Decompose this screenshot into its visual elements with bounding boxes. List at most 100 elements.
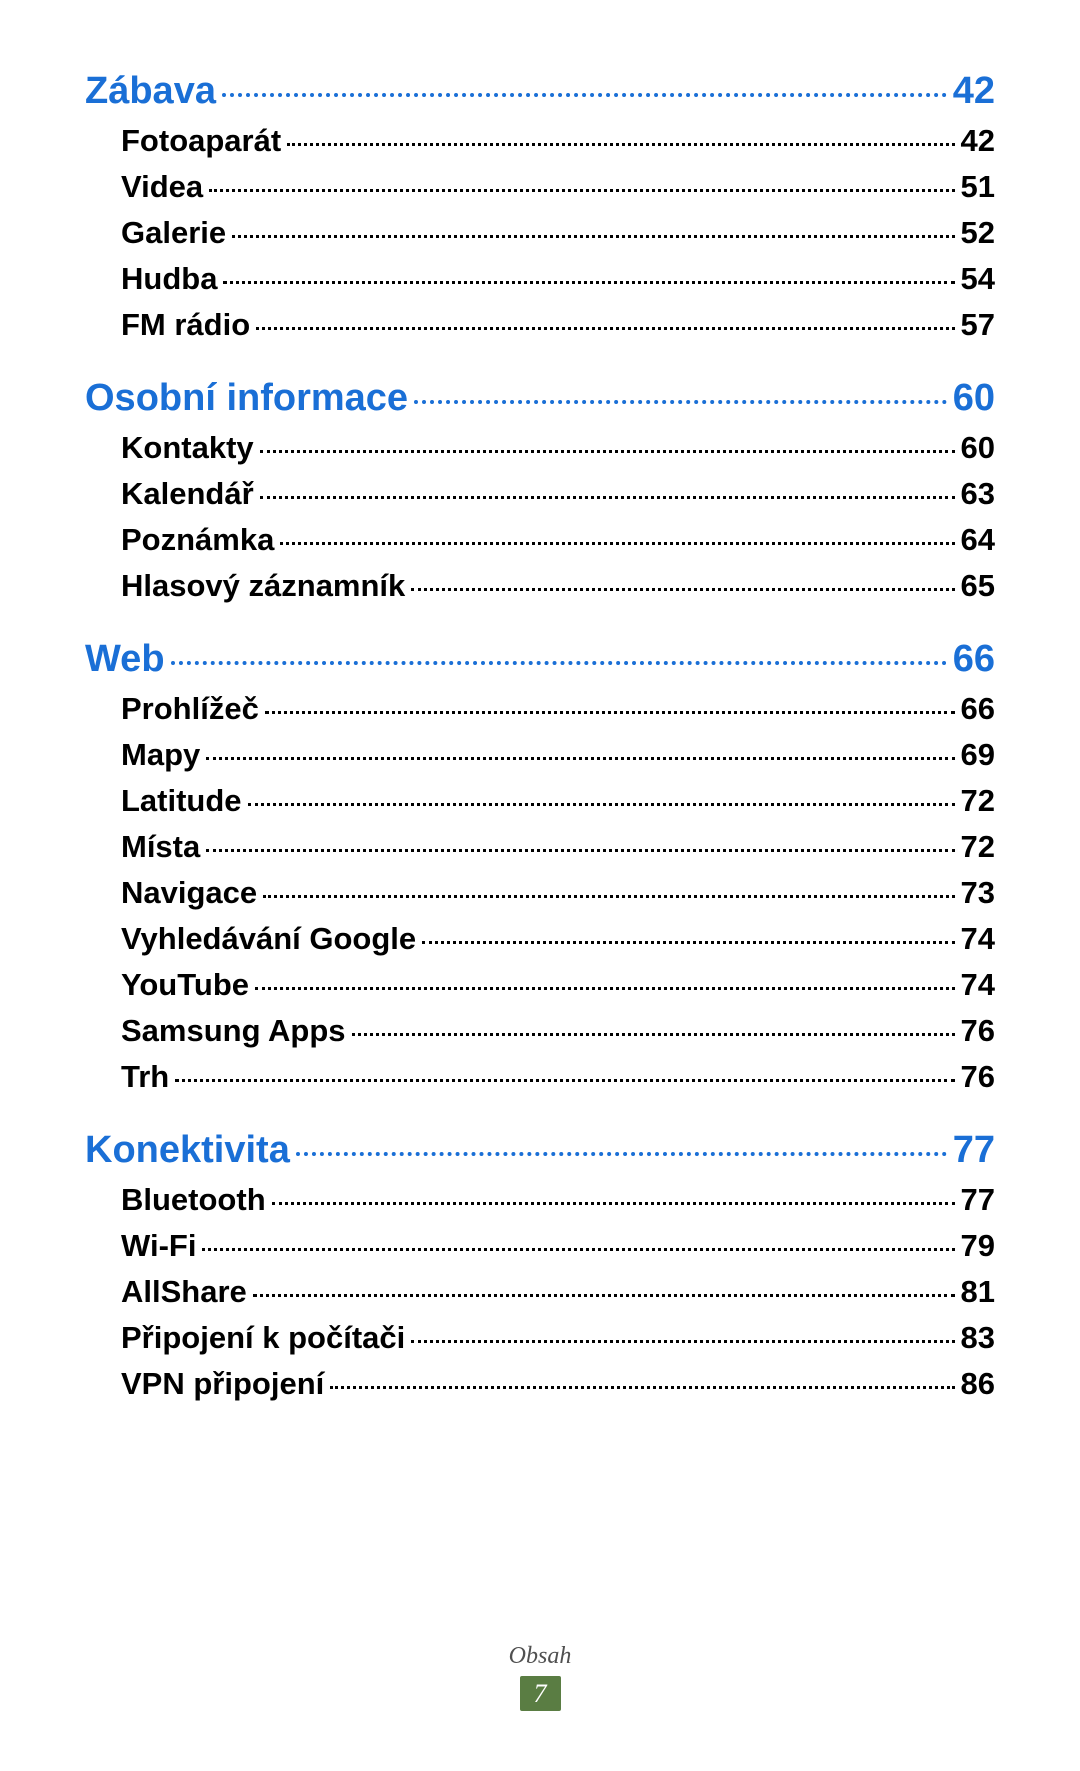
toc-sub-row[interactable]: Latitude 72 [121, 783, 995, 819]
toc-sub-label: Hlasový záznamník [121, 568, 405, 604]
toc-section-label: Web [85, 638, 165, 681]
toc-leader [260, 450, 955, 453]
toc-sub-page: 74 [961, 967, 995, 1003]
toc-leader [206, 757, 954, 760]
toc-leader [175, 1079, 954, 1082]
toc-sub-label: Vyhledávání Google [121, 921, 416, 957]
toc-leader [223, 281, 954, 284]
toc-sub-row[interactable]: Hlasový záznamník 65 [121, 568, 995, 604]
toc-sub-page: 74 [961, 921, 995, 957]
toc-sub-page: 73 [961, 875, 995, 911]
toc-sub-label: Navigace [121, 875, 257, 911]
toc-sub-page: 52 [961, 215, 995, 251]
toc-leader [411, 1340, 954, 1343]
toc-sub-label: Trh [121, 1059, 169, 1095]
toc-sub-row[interactable]: Galerie52 [121, 215, 995, 251]
toc-sub-row[interactable]: YouTube 74 [121, 967, 995, 1003]
toc-sub-row[interactable]: Prohlížeč 66 [121, 691, 995, 727]
toc-section-page: 66 [953, 638, 995, 681]
toc-leader [260, 496, 955, 499]
toc-leader [256, 327, 954, 330]
toc-sub-row[interactable]: Samsung Apps76 [121, 1013, 995, 1049]
toc-sub-page: 77 [961, 1182, 995, 1218]
toc-sub-label: Latitude [121, 783, 242, 819]
toc-sub-label: YouTube [121, 967, 249, 1003]
toc-container: Zábava42 Fotoaparát 42 Videa 51 Galerie52 Hudb… [85, 70, 995, 1402]
toc-sub-row[interactable]: Připojení k počítači83 [121, 1320, 995, 1356]
toc-sub-page: 65 [961, 568, 995, 604]
toc-sub-page: 72 [961, 829, 995, 865]
toc-sub-page: 60 [961, 430, 995, 466]
toc-leader [253, 1294, 955, 1297]
toc-sub-row[interactable]: Bluetooth 77 [121, 1182, 995, 1218]
toc-leader [263, 895, 954, 898]
toc-sub-label: Videa [121, 169, 203, 205]
footer-page-number: 7 [520, 1676, 561, 1711]
toc-sub-page: 54 [961, 261, 995, 297]
toc-sub-row[interactable]: Navigace 73 [121, 875, 995, 911]
toc-leader [202, 1248, 954, 1251]
toc-sub-page: 63 [961, 476, 995, 512]
toc-section-label: Konektivita [85, 1129, 290, 1172]
toc-leader [209, 189, 954, 192]
footer-section-title: Obsah [0, 1643, 1080, 1670]
toc-sub-label: Prohlížeč [121, 691, 259, 727]
toc-sub-row[interactable]: AllShare 81 [121, 1274, 995, 1310]
toc-sub-row[interactable]: Hudba54 [121, 261, 995, 297]
toc-section-row[interactable]: Zábava42 [85, 70, 995, 113]
toc-sub-page: 81 [961, 1274, 995, 1310]
toc-sub-label: VPN připojení [121, 1366, 324, 1402]
toc-sub-label: Mapy [121, 737, 200, 773]
toc-sub-row[interactable]: Poznámka64 [121, 522, 995, 558]
toc-sub-label: Poznámka [121, 522, 274, 558]
toc-leader [272, 1202, 955, 1205]
toc-sub-row[interactable]: Místa 72 [121, 829, 995, 865]
toc-leader [280, 542, 954, 545]
toc-section-page: 60 [953, 377, 995, 420]
toc-leader [248, 803, 955, 806]
toc-page: Zábava42 Fotoaparát 42 Videa 51 Galerie52 Hudb… [0, 0, 1080, 1771]
toc-leader [411, 588, 954, 591]
toc-leader [222, 93, 947, 97]
toc-leader [287, 143, 954, 146]
toc-sub-label: Fotoaparát [121, 123, 281, 159]
page-footer: Obsah 7 [0, 1643, 1080, 1711]
toc-section-row[interactable]: Web 66 [85, 638, 995, 681]
toc-sub-page: 72 [961, 783, 995, 819]
toc-sub-page: 42 [961, 123, 995, 159]
toc-sub-row[interactable]: Wi-Fi79 [121, 1228, 995, 1264]
toc-sub-label: Kalendář [121, 476, 254, 512]
toc-sub-row[interactable]: FM rádio57 [121, 307, 995, 343]
toc-sub-page: 69 [961, 737, 995, 773]
toc-sub-row[interactable]: Kontakty60 [121, 430, 995, 466]
toc-leader [296, 1152, 947, 1156]
toc-leader [232, 235, 954, 238]
toc-sub-row[interactable]: Vyhledávání Google 74 [121, 921, 995, 957]
toc-section-label: Osobní informace [85, 377, 408, 420]
toc-sub-row[interactable]: Mapy 69 [121, 737, 995, 773]
toc-leader [330, 1386, 954, 1389]
toc-section-page: 77 [953, 1129, 995, 1172]
toc-section-row[interactable]: Konektivita 77 [85, 1129, 995, 1172]
toc-leader [414, 400, 947, 404]
toc-sub-page: 66 [961, 691, 995, 727]
toc-sub-label: FM rádio [121, 307, 250, 343]
toc-sub-row[interactable]: VPN připojení 86 [121, 1366, 995, 1402]
toc-sub-label: Wi-Fi [121, 1228, 196, 1264]
toc-leader [255, 987, 955, 990]
toc-section-row[interactable]: Osobní informace 60 [85, 377, 995, 420]
toc-sub-label: AllShare [121, 1274, 247, 1310]
toc-leader [422, 941, 954, 944]
toc-sub-row[interactable]: Trh76 [121, 1059, 995, 1095]
toc-leader [352, 1033, 955, 1036]
toc-sub-page: 86 [961, 1366, 995, 1402]
toc-sub-row[interactable]: Kalendář 63 [121, 476, 995, 512]
toc-sub-row[interactable]: Videa 51 [121, 169, 995, 205]
toc-section-page: 42 [953, 70, 995, 113]
toc-sub-label: Připojení k počítači [121, 1320, 405, 1356]
toc-sub-label: Místa [121, 829, 200, 865]
toc-sub-page: 51 [961, 169, 995, 205]
toc-sub-row[interactable]: Fotoaparát 42 [121, 123, 995, 159]
toc-leader [206, 849, 954, 852]
toc-sub-label: Bluetooth [121, 1182, 266, 1218]
